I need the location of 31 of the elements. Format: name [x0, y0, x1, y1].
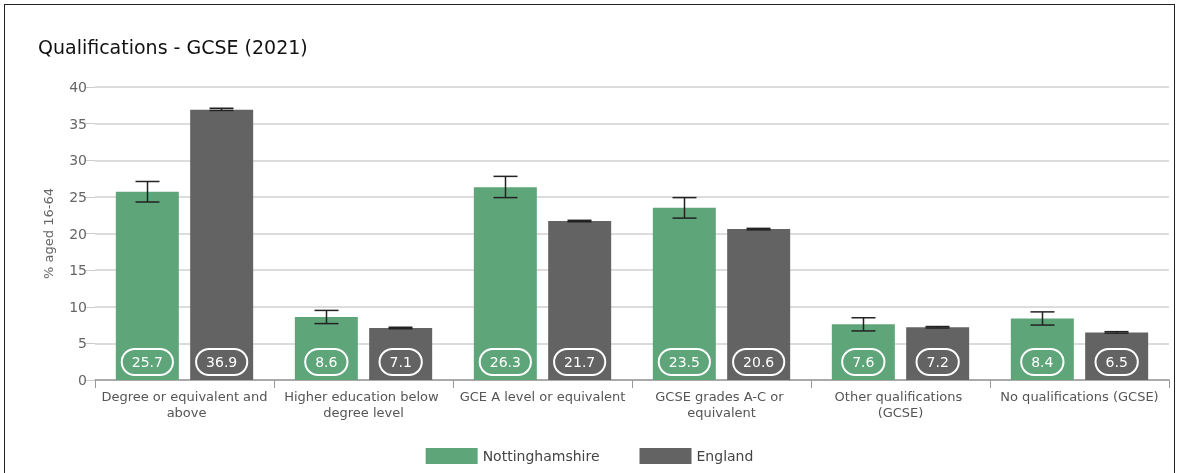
data-label: 7.6	[852, 354, 875, 370]
legend-label: England	[696, 448, 754, 464]
x-tick-label: GCE A level or equivalent	[459, 388, 626, 404]
x-tick-label: Higher education below degree level	[284, 388, 443, 420]
y-axis-title: % aged 16-64	[41, 188, 56, 279]
y-tick-label: 40	[69, 79, 87, 95]
data-label: 6.5	[1105, 354, 1128, 370]
data-label: 23.5	[668, 354, 700, 370]
data-label: 8.4	[1031, 354, 1054, 370]
y-tick-label: 20	[69, 225, 87, 242]
data-label: 25.7	[131, 354, 163, 370]
chart-title: Qualifications - GCSE (2021)	[38, 35, 308, 58]
data-label: 36.9	[206, 354, 238, 370]
y-tick-label: 10	[69, 298, 87, 315]
x-tick-label: No qualifications (GCSE)	[1000, 388, 1159, 404]
x-tick-label: Other qualifications (GCSE)	[834, 388, 967, 420]
data-label: 8.6	[315, 354, 338, 370]
data-label: 21.7	[564, 354, 596, 370]
y-tick-label: 15	[69, 262, 87, 279]
y-tick-label: 25	[69, 188, 87, 205]
y-tick-label: 30	[69, 152, 87, 169]
x-tick-label: Degree or equivalent and above	[101, 388, 268, 420]
y-tick-label: 5	[78, 335, 87, 352]
y-tick-label: 35	[69, 115, 87, 132]
legend-label: Nottinghamshire	[482, 448, 600, 464]
data-label: 20.6	[743, 354, 775, 370]
x-tick-label: GCSE grades A-C or equivalent	[655, 388, 788, 420]
y-tick-label: 0	[78, 372, 87, 388]
data-label: 7.2	[926, 354, 949, 370]
data-label: 26.3	[489, 354, 521, 370]
data-label: 7.1	[389, 354, 412, 370]
